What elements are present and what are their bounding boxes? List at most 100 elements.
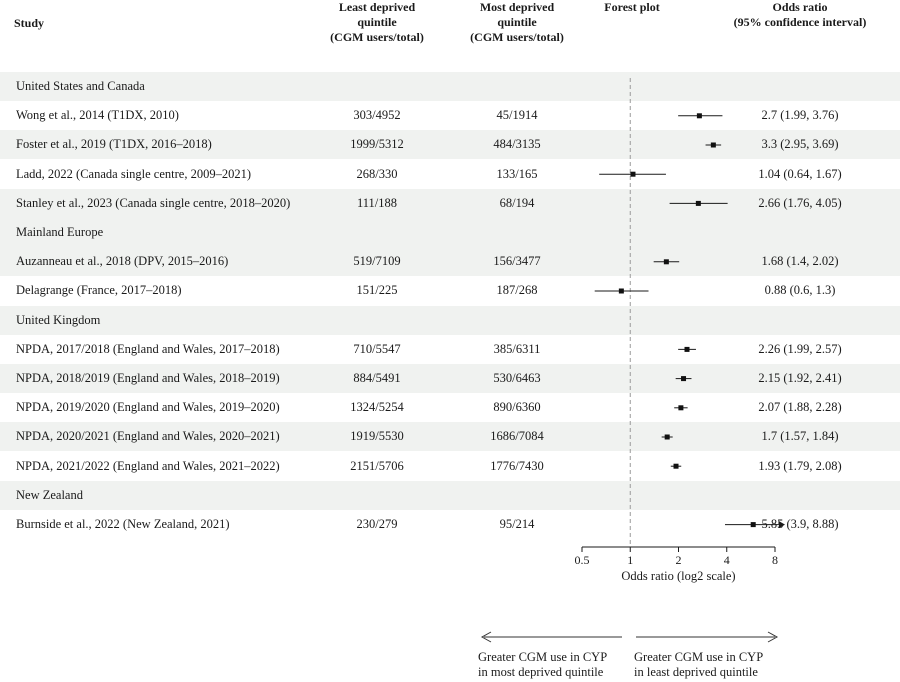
- direction-right-line2: in least deprived quintile: [634, 665, 758, 679]
- point-estimate: [695, 200, 701, 206]
- study-name: Burnside et al., 2022 (New Zealand, 2021…: [16, 517, 230, 531]
- direction-right-label: Greater CGM use in CYP in least deprived…: [634, 650, 763, 680]
- least-deprived-count: 1999/5312: [350, 137, 404, 152]
- study-name: NPDA, 2018/2019 (England and Wales, 2018…: [16, 371, 280, 385]
- header-or-line2: (95% confidence interval): [733, 15, 867, 29]
- least-deprived-count: 710/5547: [353, 341, 401, 356]
- group-band: [0, 218, 900, 247]
- direction-left-arrowhead: [480, 631, 492, 643]
- least-deprived-count: 268/330: [356, 166, 398, 181]
- x-tick-label: 0.5: [575, 553, 590, 567]
- group-band: [0, 72, 900, 101]
- x-tick-label: 8: [772, 553, 778, 567]
- odds-ratio-ci: 2.07 (1.88, 2.28): [758, 400, 842, 415]
- most-deprived-count: 530/6463: [493, 371, 541, 385]
- odds-ratio-ci: 2.15 (1.92, 2.41): [758, 371, 842, 385]
- header-study: Study: [14, 16, 45, 30]
- x-axis-title: Odds ratio (log2 scale): [621, 569, 735, 583]
- group-band: [0, 305, 900, 335]
- most-deprived-count: 385/6311: [493, 341, 541, 356]
- point-estimate: [673, 463, 679, 469]
- x-tick-label: 1: [627, 553, 633, 567]
- header-least-deprived: Least deprived quintile (CGM users/total…: [302, 0, 452, 45]
- study-name: NPDA, 2021/2022 (England and Wales, 2021…: [16, 458, 280, 473]
- least-deprived-count: 1919/5530: [350, 429, 404, 444]
- most-deprived-count: 45/1914: [496, 108, 538, 123]
- most-deprived-count: 156/3477: [493, 254, 541, 269]
- point-estimate: [664, 434, 670, 440]
- group-header: United States and Canada: [16, 79, 145, 93]
- point-estimate: [710, 142, 716, 148]
- group-header: United Kingdom: [16, 312, 101, 327]
- header-most-deprived: Most deprived quintile (CGM users/total): [442, 0, 592, 45]
- header-most-line1: Most deprived: [479, 0, 555, 14]
- group-band: [0, 480, 900, 510]
- least-deprived-count: 519/7109: [353, 254, 401, 269]
- group-header: New Zealand: [16, 487, 83, 502]
- odds-ratio-ci: 1.68 (1.4, 2.02): [761, 254, 839, 269]
- header-most-line2: quintile: [497, 15, 537, 29]
- header-odds-ratio: Odds ratio (95% confidence interval): [700, 0, 900, 30]
- study-name: Delagrange (France, 2017–2018): [16, 283, 182, 298]
- least-deprived-count: 111/188: [356, 195, 398, 210]
- study-name: Foster et al., 2019 (T1DX, 2016–2018): [16, 137, 212, 152]
- header-least-line2: quintile: [357, 15, 397, 29]
- least-deprived-count: 303/4952: [353, 108, 401, 123]
- header-least-line3: (CGM users/total): [330, 30, 424, 44]
- least-deprived-count: 884/5491: [353, 371, 401, 385]
- row-band: [0, 188, 900, 218]
- least-deprived-count: 1324/5254: [350, 400, 404, 415]
- odds-ratio-ci: 1.04 (0.64, 1.67): [758, 166, 842, 181]
- point-estimate: [750, 522, 756, 528]
- point-estimate: [684, 346, 690, 352]
- most-deprived-count: 133/165: [496, 166, 538, 181]
- odds-ratio-ci: 0.88 (0.6, 1.3): [764, 283, 836, 298]
- direction-left-line1: Greater CGM use in CYP: [478, 650, 608, 664]
- odds-ratio-ci: 2.7 (1.99, 3.76): [761, 108, 839, 123]
- point-estimate: [696, 113, 702, 119]
- most-deprived-count: 1776/7430: [490, 458, 544, 473]
- x-tick-label: 4: [724, 553, 730, 567]
- point-estimate: [618, 288, 624, 294]
- least-deprived-count: 230/279: [356, 517, 398, 531]
- ci-arrow: [779, 521, 785, 529]
- row-band: [0, 422, 900, 452]
- direction-right-arrowhead: [767, 631, 779, 643]
- odds-ratio-ci: 3.3 (2.95, 3.69): [761, 137, 839, 152]
- study-name: Wong et al., 2014 (T1DX, 2010): [16, 108, 179, 123]
- direction-right-line1: Greater CGM use in CYP: [634, 650, 764, 664]
- header-most-line3: (CGM users/total): [470, 30, 564, 44]
- most-deprived-count: 890/6360: [493, 400, 541, 415]
- header-least-line1: Least deprived: [338, 0, 416, 14]
- direction-left-label: Greater CGM use in CYP in most deprived …: [478, 650, 607, 680]
- direction-left-line2: in most deprived quintile: [478, 665, 604, 679]
- most-deprived-count: 95/214: [499, 517, 535, 531]
- study-name: NPDA, 2017/2018 (England and Wales, 2017…: [16, 341, 280, 356]
- point-estimate: [663, 259, 669, 265]
- odds-ratio-ci: 1.93 (1.79, 2.08): [758, 458, 842, 473]
- row-band: [0, 364, 900, 393]
- most-deprived-count: 484/3135: [493, 137, 541, 152]
- row-band: [0, 247, 900, 277]
- most-deprived-count: 1686/7084: [490, 429, 544, 444]
- study-name: Auzanneau et al., 2018 (DPV, 2015–2016): [16, 254, 229, 269]
- study-name: Stanley et al., 2023 (Canada single cent…: [16, 195, 291, 210]
- study-name: NPDA, 2019/2020 (England and Wales, 2019…: [16, 400, 280, 415]
- header-forest-plot: Forest plot: [604, 0, 660, 14]
- study-name: Ladd, 2022 (Canada single centre, 2009–2…: [16, 166, 252, 181]
- point-estimate: [681, 376, 687, 382]
- study-name: NPDA, 2020/2021 (England and Wales, 2020…: [16, 429, 280, 444]
- most-deprived-count: 68/194: [499, 195, 535, 210]
- point-estimate: [630, 171, 636, 177]
- least-deprived-count: 2151/5706: [350, 458, 404, 473]
- odds-ratio-ci: 1.7 (1.57, 1.84): [761, 429, 839, 444]
- most-deprived-count: 187/268: [496, 283, 538, 298]
- least-deprived-count: 151/225: [356, 283, 398, 298]
- point-estimate: [678, 405, 684, 411]
- odds-ratio-ci: 2.66 (1.76, 4.05): [758, 195, 842, 210]
- row-band: [0, 130, 900, 160]
- x-tick-label: 2: [676, 553, 682, 567]
- odds-ratio-ci: 5.85 (3.9, 8.88): [761, 517, 839, 531]
- group-header: Mainland Europe: [16, 225, 104, 239]
